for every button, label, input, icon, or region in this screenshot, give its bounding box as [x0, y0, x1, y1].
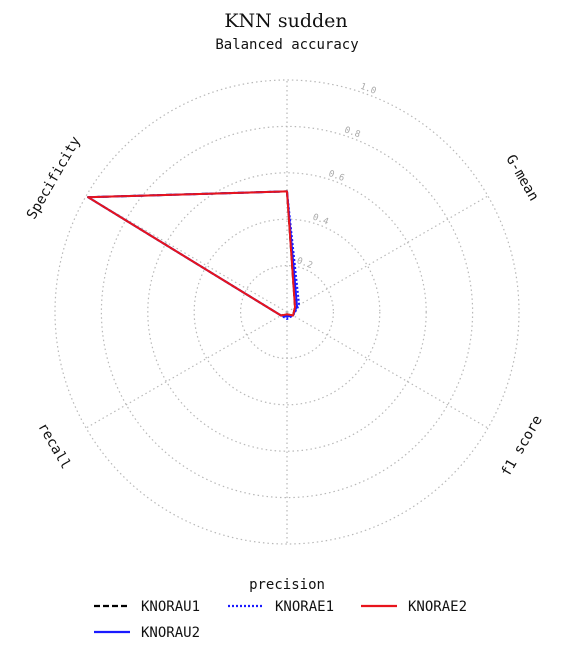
axis-label: G-mean: [502, 152, 541, 204]
axis-label: Balanced accuracy: [215, 37, 358, 53]
legend-label: KNORAE1: [275, 599, 334, 615]
axis-label: Specificity: [24, 134, 84, 222]
legend-label: KNORAU1: [141, 599, 200, 615]
series-line: [87, 190, 296, 317]
chart-title: KNN sudden: [224, 10, 347, 32]
radar-grid: 0.2 0.4 0.6 0.8 1.0: [54, 79, 520, 545]
radial-tick-label: 0.6: [327, 169, 346, 184]
axis-label: recall: [34, 420, 73, 472]
grid-ring: [193, 218, 381, 406]
grid-spoke: [85, 311, 288, 429]
grid-spoke: [286, 311, 489, 429]
radial-tick-label: 0.8: [343, 125, 362, 140]
axis-label: precision: [249, 577, 325, 593]
radar-series: [87, 190, 301, 320]
legend-label: KNORAE2: [408, 599, 467, 615]
series-line: [87, 190, 301, 320]
radial-tick-label: 0.2: [295, 256, 314, 271]
radial-tick-label: 0.4: [311, 213, 330, 228]
legend-label: KNORAU2: [141, 625, 200, 641]
grid-ring: [54, 79, 520, 545]
legend: KNORAU1 KNORAU2 KNORAE1 KNORAE2: [94, 599, 467, 641]
series-line: [87, 190, 298, 318]
series-line: [87, 190, 296, 317]
grid-ring: [147, 172, 427, 452]
axis-label: f1 score: [498, 413, 546, 479]
radial-tick-label: 1.0: [359, 82, 378, 97]
